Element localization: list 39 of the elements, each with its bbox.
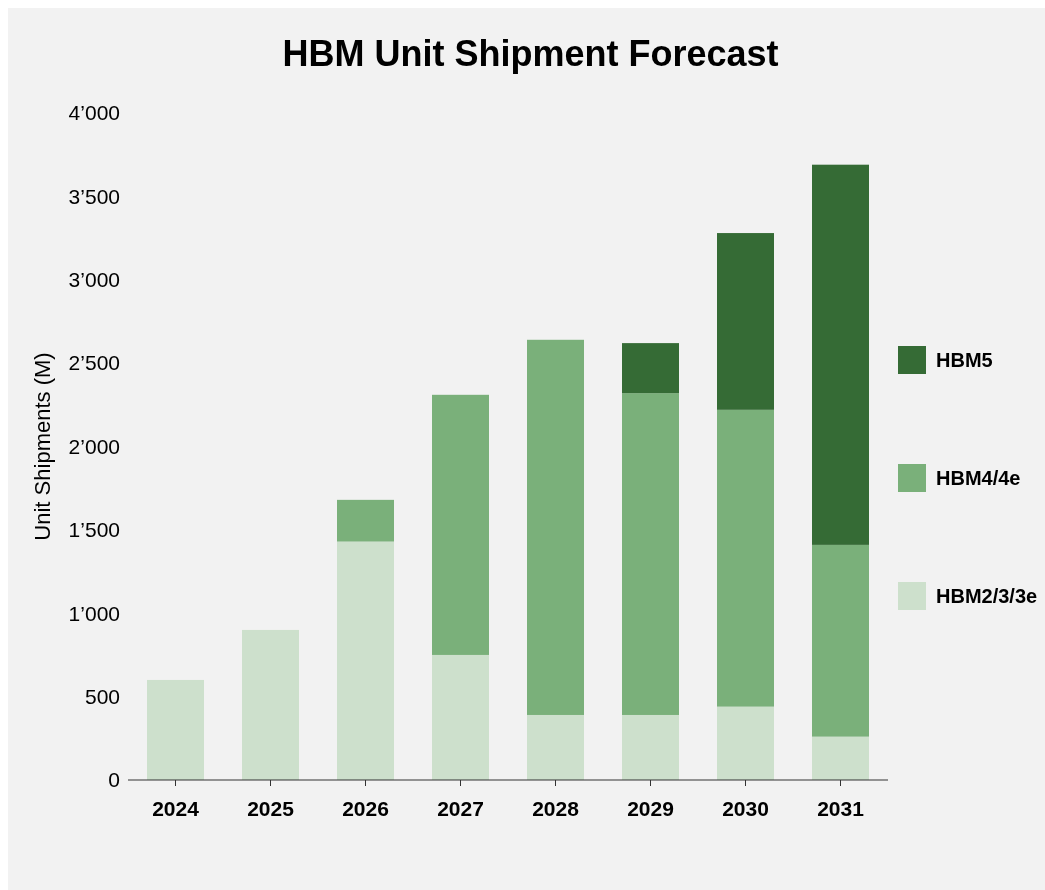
- bar: [337, 541, 394, 780]
- x-tick-label: 2029: [627, 797, 674, 820]
- bar: [622, 343, 679, 394]
- x-tick-label: 2026: [342, 797, 389, 820]
- bar: [242, 629, 299, 780]
- bar: [717, 706, 774, 780]
- bar: [812, 164, 869, 545]
- bar: [622, 393, 679, 715]
- bar: [432, 394, 489, 655]
- x-tick-label: 2024: [152, 797, 200, 820]
- legend-label: HBM4/4e: [936, 467, 1021, 489]
- y-tick-label: 4’000: [68, 101, 120, 125]
- legend-label: HBM2/3/3e: [936, 585, 1038, 607]
- bar: [527, 714, 584, 780]
- x-tick-label: 2031: [817, 797, 865, 820]
- bar: [527, 339, 584, 715]
- bar: [432, 654, 489, 780]
- y-tick-label: 500: [84, 684, 120, 708]
- bar: [717, 233, 774, 410]
- x-tick-label: 2025: [247, 797, 295, 820]
- bar: [337, 499, 394, 542]
- x-tick-label: 2027: [437, 797, 484, 820]
- bar: [812, 736, 869, 780]
- y-tick-label: 1’000: [68, 601, 120, 625]
- y-tick-label: 2’500: [68, 351, 120, 375]
- y-axis-title: Unit Shipments (M): [30, 352, 55, 541]
- bar: [717, 409, 774, 707]
- y-tick-label: 3’500: [68, 184, 120, 208]
- x-tick-label: 2028: [532, 797, 580, 820]
- y-tick-label: 0: [108, 768, 120, 792]
- x-tick-label: 2030: [722, 797, 769, 820]
- bar: [622, 714, 679, 780]
- y-tick-label: 3’000: [68, 268, 120, 292]
- y-tick-label: 1’500: [68, 518, 120, 542]
- y-tick-label: 2’000: [68, 434, 120, 458]
- chart-title: HBM Unit Shipment Forecast: [282, 33, 779, 74]
- legend-label: HBM5: [936, 349, 993, 371]
- bar: [147, 679, 204, 780]
- bar: [812, 544, 869, 737]
